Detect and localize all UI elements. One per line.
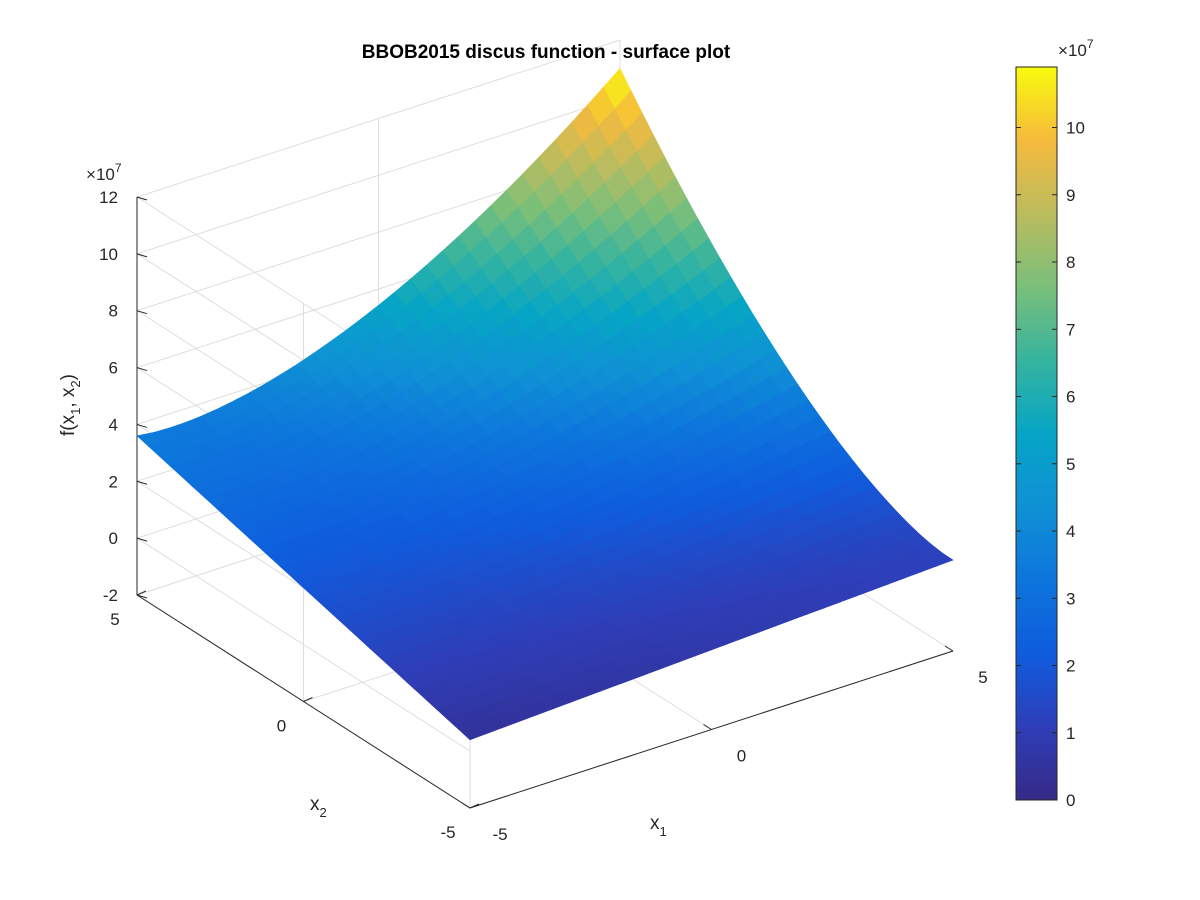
z-tick <box>136 423 148 428</box>
x-tick <box>461 802 471 809</box>
colorbar-tick-label: 0 <box>1066 791 1075 810</box>
x-tick-label: 0 <box>737 747 746 766</box>
colorbar-tick-label: 8 <box>1066 253 1075 272</box>
y-tick-label: -5 <box>440 823 455 842</box>
z-tick-label: 2 <box>109 472 118 491</box>
z-tick <box>136 367 148 372</box>
z-tick-label: -2 <box>103 586 118 605</box>
z-axis-label: f(x1, x2) <box>58 374 83 436</box>
y-tick-label: 5 <box>110 610 119 629</box>
colorbar-tick-label: 6 <box>1066 388 1075 407</box>
y-axis-label: x2 <box>310 794 327 820</box>
colorbar-tick-label: 10 <box>1066 119 1085 138</box>
z-tick <box>136 310 148 315</box>
z-tick <box>136 196 148 201</box>
tick-marks <box>136 196 954 809</box>
colorbar-tick-label: 5 <box>1066 455 1075 474</box>
surface <box>136 67 954 741</box>
z-tick-label: 6 <box>109 359 118 378</box>
z-tick <box>136 537 148 542</box>
y-tick <box>136 590 147 596</box>
z-tick-label: 8 <box>109 302 118 321</box>
colorbar-tick-label: 2 <box>1066 657 1075 676</box>
z-tick <box>136 594 148 599</box>
y-tick <box>469 803 480 809</box>
z-tick-label: 12 <box>99 188 118 207</box>
z-tick <box>136 253 148 258</box>
z-axis-exponent: ×107 <box>86 161 122 184</box>
x-tick <box>703 724 712 730</box>
surface-patch <box>925 552 954 567</box>
x-axis-label: x1 <box>650 813 667 839</box>
z-tick <box>136 480 148 485</box>
tick-labels: -2 0 2 4 6 8 10 12 -5 0 5 -5 0 5 <box>99 188 988 844</box>
colorbar-ticks: 0 1 2 3 4 5 6 7 8 9 10 <box>1016 119 1085 810</box>
y-tick-label: 0 <box>277 717 286 736</box>
colorbar-tick-label: 7 <box>1066 320 1075 339</box>
x-tick-label: 5 <box>978 668 987 687</box>
x-tick-label: -5 <box>492 825 507 844</box>
z-tick-label: 10 <box>99 245 118 264</box>
x-tick <box>944 645 954 652</box>
colorbar: 0 1 2 3 4 5 6 7 8 9 10 ×107 <box>1015 37 1094 810</box>
z-tick-label: 0 <box>109 529 118 548</box>
colorbar-gradient <box>1015 66 1058 801</box>
colorbar-tick-label: 1 <box>1066 724 1075 743</box>
colorbar-exponent: ×107 <box>1058 37 1094 60</box>
z-tick-label: 4 <box>109 415 118 434</box>
y-tick <box>303 697 313 702</box>
colorbar-tick-label: 4 <box>1066 522 1075 541</box>
colorbar-tick-label: 9 <box>1066 186 1075 205</box>
plot-axes: -2 0 2 4 6 8 10 12 -5 0 5 -5 0 5 <box>99 39 988 844</box>
colorbar-tick-label: 3 <box>1066 589 1075 608</box>
chart-title: BBOB2015 discus function - surface plot <box>362 42 731 63</box>
